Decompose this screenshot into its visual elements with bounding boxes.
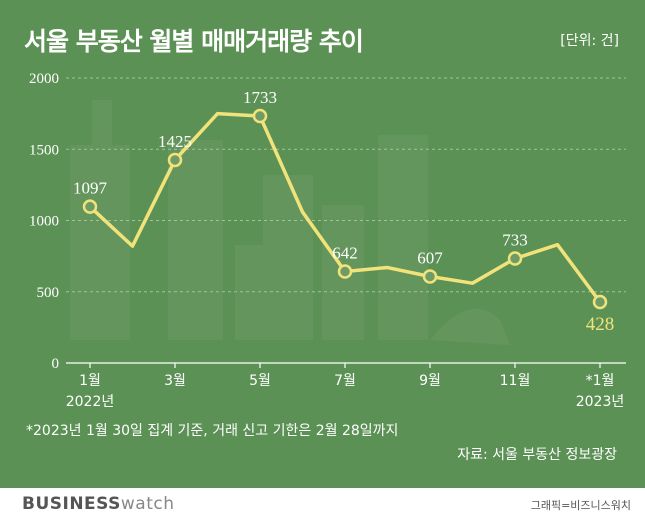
- x-tick-month: 1월: [79, 373, 101, 389]
- footer-bar: BUSINESSwatch 그래픽=비즈니스워치: [0, 488, 645, 520]
- y-tick-label: 1500: [29, 142, 59, 158]
- data-label: 642: [332, 244, 358, 263]
- data-label: 1733: [243, 88, 277, 107]
- brand-logo: BUSINESSwatch: [22, 494, 175, 514]
- x-axis: 1월 2022년 3월 5월 7월 9월 11월 *1월 2023년: [66, 363, 625, 410]
- data-label: 1097: [73, 179, 108, 198]
- brand-logo-light: watch: [120, 494, 175, 514]
- data-label-layer: 1097 1425 1733 642 607 733 428: [73, 88, 614, 335]
- x-tick-month: 7월: [334, 373, 356, 389]
- chart-title: 서울 부동산 월별 매매거래량 추이: [24, 27, 364, 56]
- x-tick-year: 2022년: [66, 394, 115, 410]
- y-tick-label: 500: [37, 285, 60, 301]
- marker-layer: [82, 108, 608, 310]
- y-axis: 0 500 1000 1500 2000: [29, 71, 59, 372]
- x-tick-month: 9월: [419, 373, 441, 389]
- source-note: 자료: 서울 부동산 정보광장: [457, 447, 617, 463]
- data-point: [592, 294, 608, 310]
- data-point: [507, 251, 523, 266]
- data-label: 428: [586, 314, 615, 335]
- line-chart: 0 500 1000 1500 2000 1월 2022년 3월 5월 7월 9월 11월 *1월 20…: [29, 71, 626, 410]
- data-point: [167, 152, 183, 168]
- data-label: 607: [417, 249, 443, 268]
- brand-logo-bold: BUSINESS: [22, 494, 121, 514]
- grid-lines: [66, 77, 626, 364]
- x-tick-month: 5월: [249, 373, 271, 389]
- background-buildings: [70, 100, 510, 345]
- data-label: 1425: [158, 132, 192, 151]
- data-point: [252, 108, 268, 124]
- data-label: 733: [502, 231, 528, 250]
- x-tick-month: 3월: [164, 373, 186, 389]
- footnote: *2023년 1월 30일 집계 기준, 거래 신고 기한은 2월 28일까지: [26, 423, 399, 439]
- y-tick-label: 2000: [29, 71, 59, 87]
- data-point: [337, 264, 353, 279]
- y-tick-label: 1000: [29, 214, 59, 230]
- x-tick-year: 2023년: [576, 394, 625, 410]
- data-point: [422, 269, 438, 284]
- x-tick-month: *1월: [586, 373, 615, 389]
- graphic-credit: 그래픽=비즈니스워치: [530, 499, 631, 512]
- y-tick-label: 0: [52, 356, 60, 372]
- unit-label: [단위: 건]: [560, 33, 619, 49]
- x-tick-month: 11월: [500, 373, 531, 389]
- data-point: [82, 199, 98, 214]
